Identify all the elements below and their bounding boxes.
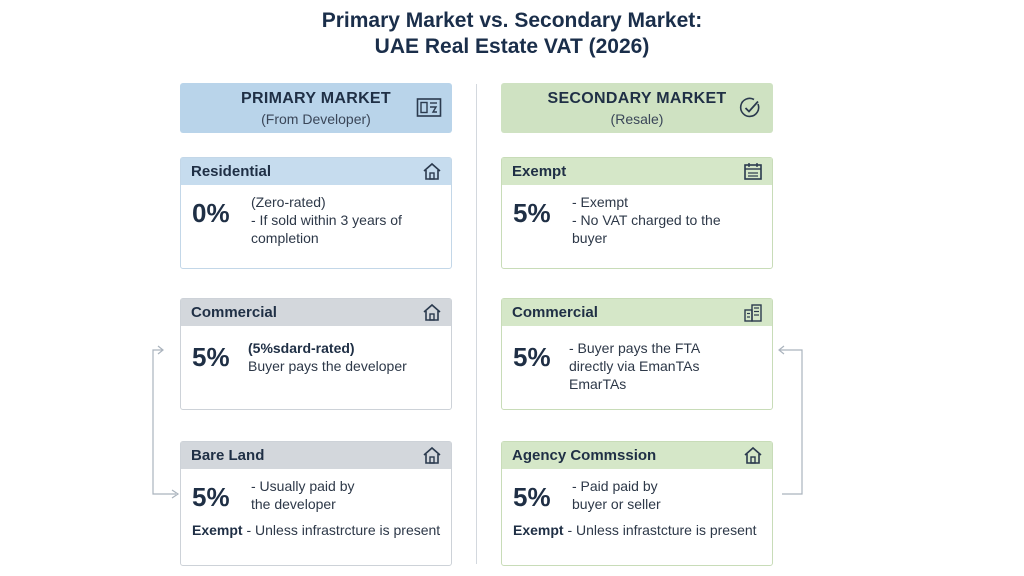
secondary-market-title: SECONDARY MARKET <box>547 90 727 107</box>
vat-percent: 0% <box>192 198 230 228</box>
primary-market-header: PRIMARY MARKET (From Developer) <box>180 83 452 133</box>
card-label: Commercial <box>512 304 598 321</box>
footer-text: - Unless infrastrcture is present <box>242 522 441 538</box>
vat-percent: 5% <box>513 198 551 228</box>
vat-percent: 5% <box>513 342 551 372</box>
card-header: Agency Commssion <box>502 442 772 469</box>
card-secondary-agency-commission: Agency Commssion 5% - Paid paid by buyer… <box>501 441 773 566</box>
card-description-bold: (5%sdard-rated) <box>248 340 355 356</box>
secondary-market-subtitle: (Resale) <box>610 111 664 127</box>
primary-market-title: PRIMARY MARKET <box>241 90 391 107</box>
card-primary-residential: Residential 0% (Zero-rated) - If sold wi… <box>180 157 452 269</box>
card-description: Buyer pays the developer <box>248 358 407 374</box>
card-description: - Paid paid by buyer or seller <box>572 478 661 512</box>
card-header: Residential <box>181 158 451 185</box>
vat-percent: 5% <box>513 482 551 512</box>
card-footer: Exempt - Unless infrastcture is present <box>513 522 757 538</box>
card-primary-commercial: Commercial 5% (5%sdard-rated) Buyer pays… <box>180 298 452 410</box>
vat-percent: 5% <box>192 342 230 372</box>
card-header: Commercial <box>181 299 451 326</box>
title-line-1: Primary Market vs. Secondary Market: <box>321 9 703 32</box>
footer-text: - Unless infrastcture is present <box>563 522 757 538</box>
card-label: Residential <box>191 163 272 180</box>
house-icon <box>423 162 441 180</box>
primary-market-subtitle: (From Developer) <box>261 111 371 127</box>
card-label: Commercial <box>191 304 277 321</box>
card-description: - Exempt - No VAT charged to the buyer <box>572 194 721 246</box>
building-blueprint-icon <box>416 98 442 117</box>
card-description: (Zero-rated) - If sold within 3 years of… <box>251 194 402 246</box>
house-icon <box>423 303 441 321</box>
card-description: - Usually paid by the developer <box>251 478 355 512</box>
office-building-icon <box>744 304 762 322</box>
card-header: Bare Land <box>181 442 451 469</box>
calendar-icon <box>744 163 762 180</box>
page-title: Primary Market vs. Secondary Market: UAE… <box>0 8 1024 60</box>
card-header: Exempt <box>502 158 772 185</box>
card-label: Agency Commssion <box>512 447 657 464</box>
left-bracket-connector <box>152 345 180 499</box>
card-description: - Buyer pays the FTA directly via EmanTA… <box>569 340 701 392</box>
card-secondary-exempt: Exempt 5% - Exempt - No VAT charged to t… <box>501 157 773 269</box>
footer-label: Exempt <box>513 522 564 538</box>
card-label: Exempt <box>512 163 567 180</box>
right-bracket-connector <box>778 345 803 495</box>
card-footer: Exempt - Unless infrastrcture is present <box>192 522 440 538</box>
card-primary-bare-land: Bare Land 5% - Usually paid by the devel… <box>180 441 452 566</box>
vat-percent: 5% <box>192 482 230 512</box>
check-circle-icon <box>739 97 760 118</box>
house-icon <box>744 446 762 464</box>
secondary-market-header: SECONDARY MARKET (Resale) <box>501 83 773 133</box>
card-header: Commercial <box>502 299 772 326</box>
title-line-2: UAE Real Estate VAT (2026) <box>374 35 650 58</box>
card-label: Bare Land <box>191 447 265 464</box>
center-divider <box>476 84 477 564</box>
footer-label: Exempt <box>192 522 243 538</box>
card-secondary-commercial: Commercial 5% - Buyer pays the FTA direc… <box>501 298 773 410</box>
house-icon <box>423 446 441 464</box>
